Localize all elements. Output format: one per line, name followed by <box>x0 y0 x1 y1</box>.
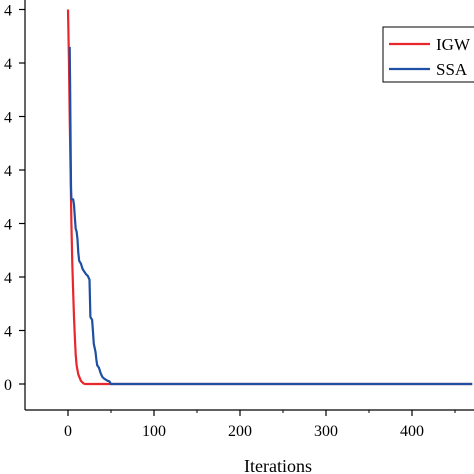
y-tick-label: 4 <box>4 217 12 234</box>
x-tick-label: 0 <box>64 423 72 440</box>
x-tick-label: 400 <box>400 423 424 440</box>
y-tick-label: 4 <box>4 270 12 287</box>
y-tick-label: 4 <box>4 324 12 341</box>
y-tick-label: 0 <box>4 377 12 394</box>
x-axis-title: Iterations <box>244 456 312 474</box>
x-tick-label: 200 <box>228 423 252 440</box>
y-tick-label: 4 <box>4 3 12 20</box>
y-tick-label: 4 <box>4 110 12 127</box>
y-tick-label: 4 <box>4 163 12 180</box>
x-tick-label: 300 <box>314 423 338 440</box>
legend-label-igw: IGW <box>436 35 471 54</box>
ticks-layer: 0 100 200 300 400 0 4 4 4 4 4 4 4 <box>4 3 456 440</box>
legend-box <box>382 26 474 83</box>
y-tick-label: 4 <box>4 56 12 73</box>
legend: IGW SSA <box>382 26 474 83</box>
series-layer <box>66 9 473 386</box>
x-tick-label: 100 <box>142 423 166 440</box>
series-line-ssa <box>68 46 473 386</box>
legend-label-ssa: SSA <box>436 60 468 79</box>
